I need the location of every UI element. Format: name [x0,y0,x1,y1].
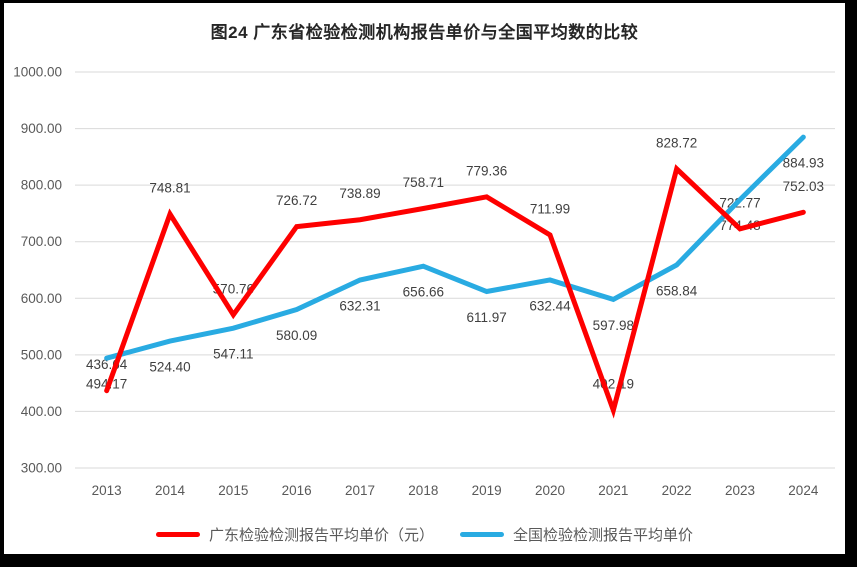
data-label: 524.40 [149,360,190,375]
legend-item-guangdong: 广东检验检测报告平均单价（元） [155,524,434,545]
data-label: 752.03 [783,179,824,194]
y-tick-label: 1000.00 [13,65,62,80]
series-line-national [104,134,806,361]
chart-title: 图24 广东省检验检测机构报告单价与全国平均数的比较 [210,23,639,42]
data-label: 402.19 [593,377,634,392]
x-tick-label: 2016 [282,483,312,498]
x-tick-label: 2020 [535,483,565,498]
data-label: 726.72 [276,193,317,208]
x-tick-label: 2015 [218,483,248,498]
x-tick-label: 2023 [725,483,755,498]
data-label: 611.97 [467,310,507,325]
x-tick-label: 2017 [345,483,375,498]
data-label: 656.66 [403,285,444,300]
data-label: 658.84 [656,283,698,298]
data-label: 597.98 [593,318,634,333]
y-tick-label: 700.00 [21,234,62,249]
x-tick-label: 2018 [408,483,438,498]
data-label: 632.44 [529,298,571,313]
x-tick-label: 2014 [155,483,186,498]
y-tick-label: 600.00 [21,291,62,306]
data-label: 547.11 [213,347,253,362]
data-label: 779.36 [466,163,507,178]
y-tick-label: 400.00 [21,404,62,419]
data-label: 711.99 [530,201,570,216]
data-label: 580.09 [276,328,317,343]
x-tick-label: 2021 [598,483,628,498]
legend-label-guangdong: 广东检验检测报告平均单价（元） [208,526,434,544]
x-tick-label: 2022 [662,483,692,498]
y-tick-label: 300.00 [21,461,62,476]
data-label: 570.76 [213,281,254,296]
data-label: 748.81 [149,181,190,196]
chart-page: 图24 广东省检验检测机构报告单价与全国平均数的比较 1000.00 900.00… [4,3,845,554]
chart-legend: 广东检验检测报告平均单价（元） 全国检验检测报告平均单价 [4,524,845,544]
legend-line-swatch-blue [460,531,504,537]
y-tick-label: 500.00 [21,347,62,362]
x-tick-label: 2024 [788,483,819,498]
legend-label-national: 全国检验检测报告平均单价 [513,526,694,544]
line-chart-plot-area: 1000.00 900.00 800.00 700.00 600.00 500.00 400… [13,65,835,498]
legend-item-national: 全国检验检测报告平均单价 [460,524,693,545]
y-tick-label: 800.00 [21,178,62,193]
data-label: 738.89 [339,186,380,201]
data-label: 884.93 [783,156,824,171]
x-tick-label: 2013 [92,483,122,498]
legend-line-swatch-red [155,531,200,537]
data-label: 632.31 [339,299,380,314]
data-label: 758.71 [403,175,444,190]
series-line-guangdong [104,164,806,419]
y-tick-label: 900.00 [21,121,62,136]
x-tick-label: 2019 [472,483,502,498]
data-label: 828.72 [656,135,697,150]
